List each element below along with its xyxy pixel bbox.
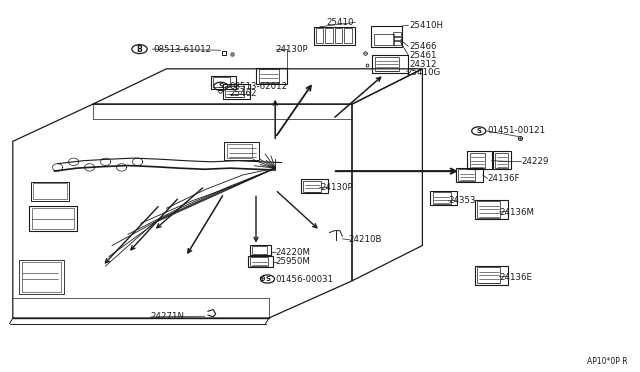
Text: 24130P: 24130P (320, 183, 353, 192)
Text: AP10*0P R: AP10*0P R (587, 357, 627, 366)
Text: 25410H: 25410H (410, 21, 444, 30)
Bar (375, 57, 399, 71)
Bar (213, 77, 230, 87)
Bar (475, 200, 508, 219)
Bar (250, 257, 268, 266)
Bar (371, 26, 402, 46)
Bar (33, 183, 67, 199)
Bar (477, 201, 500, 218)
Bar (393, 32, 401, 36)
Text: 24271N: 24271N (150, 312, 184, 321)
Text: 01456-00031: 01456-00031 (275, 275, 333, 283)
Text: 24353: 24353 (448, 196, 476, 205)
Bar (314, 27, 355, 45)
Bar (372, 55, 408, 73)
Text: 25461: 25461 (410, 51, 437, 60)
Text: 25462: 25462 (229, 89, 257, 98)
Bar (22, 262, 61, 292)
Bar (470, 153, 485, 168)
Bar (211, 76, 236, 89)
Text: S: S (476, 128, 481, 134)
Bar (393, 37, 401, 40)
Bar (475, 266, 508, 285)
Text: 24136M: 24136M (499, 208, 534, 217)
Text: S: S (218, 83, 223, 89)
Bar (374, 34, 394, 45)
Bar (29, 206, 77, 231)
Bar (301, 179, 328, 193)
Bar (493, 151, 511, 169)
Bar (31, 182, 69, 201)
Bar (456, 168, 483, 182)
Bar (325, 28, 333, 43)
Bar (303, 181, 321, 192)
Bar (256, 68, 287, 84)
Bar (335, 28, 342, 43)
Text: 25950M: 25950M (275, 257, 310, 266)
Text: 08513-61012: 08513-61012 (154, 45, 212, 54)
Bar (252, 246, 267, 254)
Bar (316, 28, 323, 43)
Text: 24136E: 24136E (499, 273, 532, 282)
Bar (19, 260, 64, 294)
Text: 24130P: 24130P (275, 45, 308, 54)
Text: 24220M: 24220M (275, 248, 310, 257)
Bar (495, 153, 508, 168)
Bar (467, 151, 492, 169)
Text: B: B (137, 45, 142, 54)
Bar (433, 192, 451, 204)
Text: 25466: 25466 (410, 42, 437, 51)
Bar (248, 256, 273, 267)
Bar (430, 191, 457, 205)
Text: 25410G: 25410G (406, 68, 441, 77)
Text: 24229: 24229 (522, 157, 549, 166)
Text: 01451-00121: 01451-00121 (488, 126, 546, 135)
Text: 24136F: 24136F (488, 174, 520, 183)
Bar (458, 169, 475, 181)
Text: 25410: 25410 (326, 18, 354, 27)
Bar (227, 144, 252, 158)
Bar (32, 208, 74, 229)
Bar (224, 142, 259, 160)
Text: S: S (265, 276, 270, 282)
Text: 24210B: 24210B (349, 235, 382, 244)
Bar (225, 86, 244, 97)
Bar (477, 267, 500, 283)
Bar (393, 41, 401, 45)
Bar (223, 84, 250, 99)
Text: 24312: 24312 (410, 60, 437, 69)
Text: 08513-62012: 08513-62012 (229, 82, 287, 91)
Bar (344, 28, 352, 43)
Bar (250, 245, 271, 255)
Bar (259, 69, 279, 83)
